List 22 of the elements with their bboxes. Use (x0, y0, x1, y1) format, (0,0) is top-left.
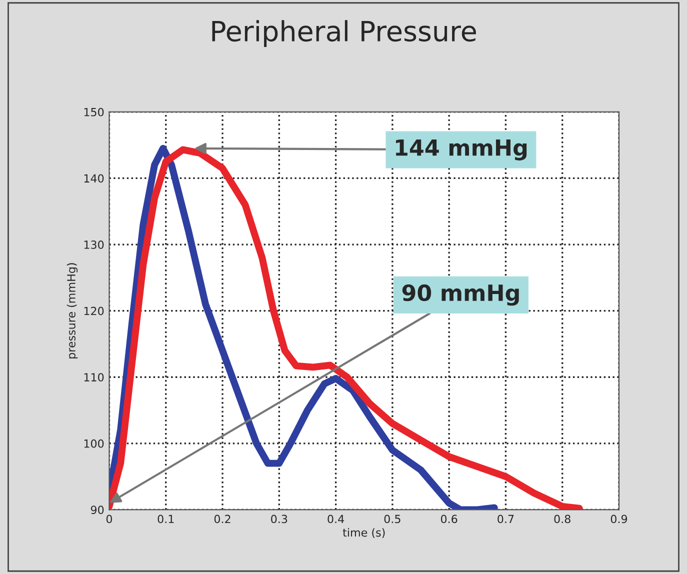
y-tick-label: 140 (84, 174, 104, 183)
x-axis-title: time (s) (342, 528, 385, 538)
x-tick-label: 0.3 (271, 514, 288, 524)
x-tick-label: 0.6 (440, 514, 458, 524)
y-tick-label: 130 (84, 240, 104, 249)
x-tick-label: 0.7 (498, 514, 514, 524)
x-tick-label: 0.8 (554, 514, 570, 524)
x-tick-label: 0.4 (328, 514, 344, 524)
y-tick-label: 90 (90, 506, 104, 514)
y-tick-label: 120 (84, 306, 104, 316)
y-axis-title: pressure (mmHg) (66, 263, 78, 358)
x-tick-label: 0.2 (214, 514, 230, 524)
y-tick-label: 110 (84, 373, 104, 382)
chart-title: Peripheral Pressure (212, 20, 476, 47)
x-tick-label: 0.1 (158, 514, 174, 524)
annotation: 90 mmHg (402, 284, 519, 306)
x-tick-label: 0.9 (610, 514, 628, 524)
x-tick-label: 0.5 (384, 514, 400, 524)
y-tick-label: 150 (84, 108, 104, 116)
annotation: 144 mmHg (396, 139, 527, 160)
x-tick-label: 0 (106, 514, 112, 524)
y-tick-label: 100 (84, 439, 104, 448)
